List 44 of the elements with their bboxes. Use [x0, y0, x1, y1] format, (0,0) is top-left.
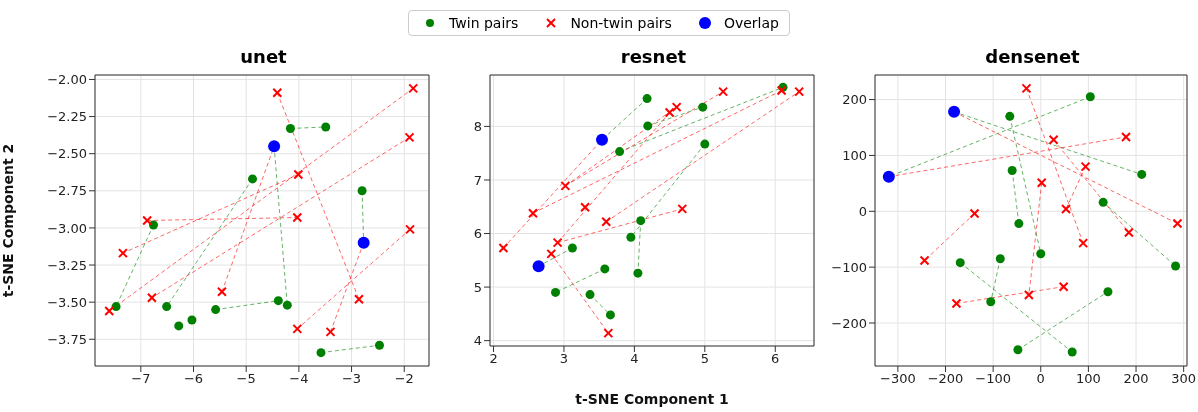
x-axis-title: t-SNE Component 1: [575, 391, 729, 407]
y-tick-label: 6: [473, 226, 482, 242]
y-tick-label: 5: [473, 279, 482, 295]
chart-title: unet: [239, 46, 288, 69]
y-axis-title: t-SNE Component 2: [0, 143, 16, 298]
x-tick-label: −100: [975, 371, 1011, 387]
y-tick-label: −2.75: [47, 183, 87, 199]
y-tick-label: −200: [831, 315, 867, 331]
x-tick-label: 3: [559, 351, 569, 367]
chart-title: resnet: [619, 46, 688, 69]
x-tick-label: 200: [1123, 371, 1149, 387]
x-tick-label: 0: [1036, 371, 1045, 387]
x-tick-label: −6: [183, 371, 204, 387]
legend-label: Non-twin pairs: [570, 15, 672, 31]
x-tick-label: 100: [1075, 371, 1101, 387]
y-tick-label: −3.50: [47, 294, 87, 310]
legend-label: Overlap: [723, 15, 779, 31]
x-tick-label: 5: [700, 351, 709, 367]
y-tick-label: −2.00: [47, 72, 87, 88]
x-tick-label: −3: [341, 371, 362, 387]
x-tick-label: −7: [131, 371, 151, 387]
x-tick-label: 6: [771, 351, 780, 367]
y-tick-label: 200: [842, 92, 867, 108]
legend-label: Twin pairs: [449, 15, 519, 31]
x-tick-label: −5: [236, 371, 256, 387]
y-tick-label: −100: [831, 259, 867, 275]
y-tick-label: 0: [858, 203, 867, 219]
x-tick-label: −4: [289, 371, 309, 387]
x-tick-label: 300: [1171, 371, 1197, 387]
x-tick-label: −200: [927, 371, 964, 387]
chart-title: densenet: [984, 46, 1081, 69]
x-tick-label: −2: [394, 371, 414, 387]
y-tick-label: 4: [473, 333, 482, 349]
x-tick-label: 2: [489, 351, 498, 367]
y-tick-label: −3.75: [47, 331, 87, 347]
y-tick-label: −3.25: [47, 257, 87, 273]
y-tick-label: 8: [473, 119, 482, 135]
y-tick-label: 7: [473, 172, 482, 188]
x-tick-label: 4: [630, 351, 639, 367]
y-tick-label: 100: [842, 148, 867, 164]
y-tick-label: −2.25: [47, 109, 87, 125]
y-tick-label: −3.00: [47, 220, 87, 236]
y-tick-label: −2.50: [47, 146, 87, 162]
x-tick-label: −300: [880, 371, 916, 387]
